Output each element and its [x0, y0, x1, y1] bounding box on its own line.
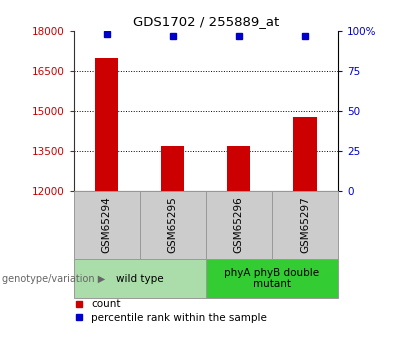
Title: GDS1702 / 255889_at: GDS1702 / 255889_at	[133, 16, 279, 29]
Bar	[206, 259, 338, 298]
Bar	[95, 58, 118, 191]
Bar	[161, 146, 184, 191]
Text: phyA phyB double
mutant: phyA phyB double mutant	[224, 268, 320, 289]
Bar	[294, 117, 317, 191]
Text: GSM65295: GSM65295	[168, 197, 178, 254]
Bar	[206, 191, 272, 259]
Bar	[74, 259, 206, 298]
Text: wild type: wild type	[116, 274, 163, 284]
Bar	[272, 191, 338, 259]
Bar	[74, 191, 139, 259]
Text: GSM65296: GSM65296	[234, 197, 244, 254]
Bar	[227, 146, 250, 191]
Text: genotype/variation ▶: genotype/variation ▶	[2, 274, 105, 284]
Legend: count, percentile rank within the sample: count, percentile rank within the sample	[74, 299, 267, 323]
Text: GSM65297: GSM65297	[300, 197, 310, 254]
Bar	[139, 191, 206, 259]
Text: GSM65294: GSM65294	[102, 197, 112, 254]
